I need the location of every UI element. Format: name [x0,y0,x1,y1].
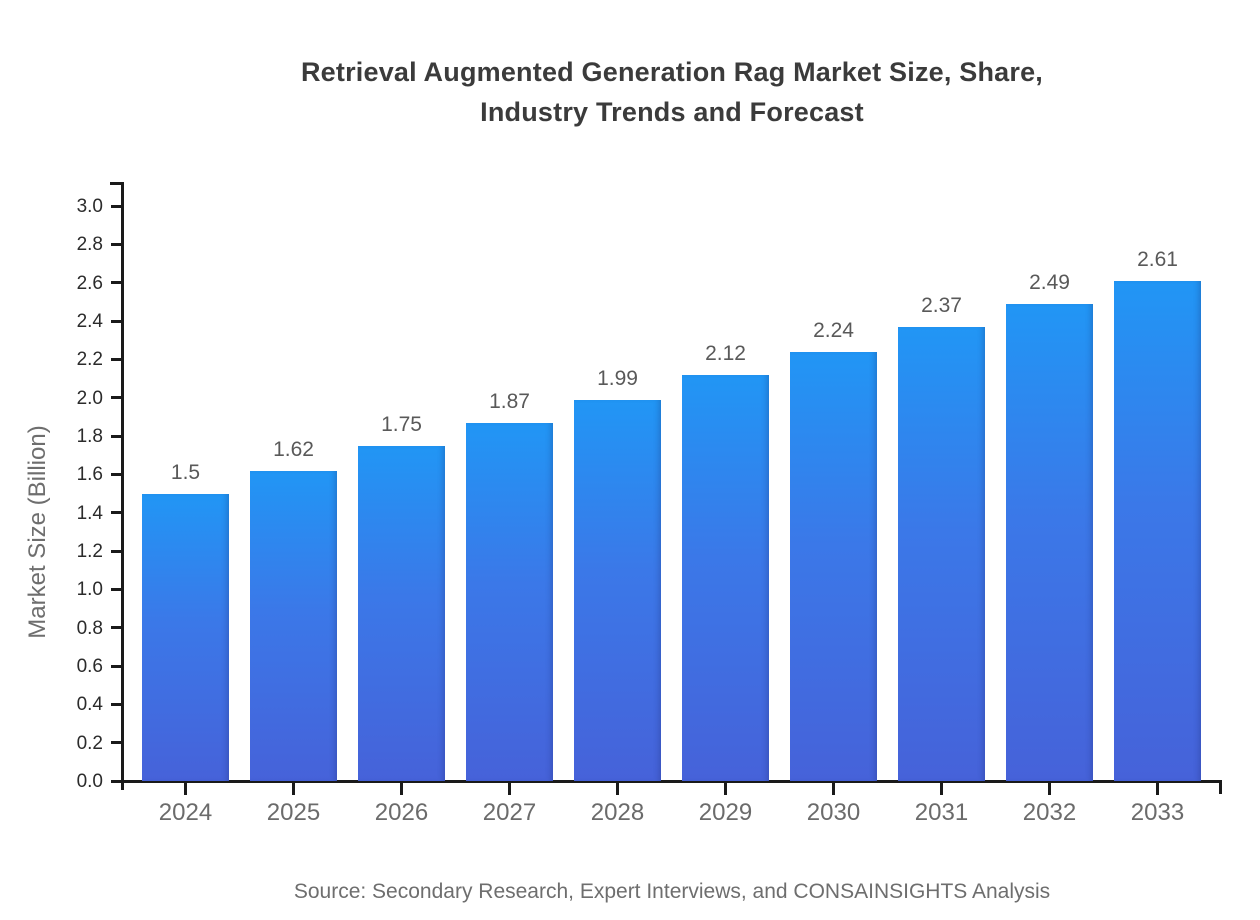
y-tick-mark [111,664,122,668]
x-tick-label-2031: 2031 [914,799,969,826]
x-tick-mark [940,783,943,795]
y-tick-mark [111,357,122,361]
bar-value-label: 1.75 [381,412,422,436]
y-tick-label: 2.8 [76,234,103,256]
x-tick-label-2026: 2026 [374,799,429,826]
y-tick-mark [111,702,122,706]
x-tick-mark [724,783,727,795]
bar-value-label: 2.24 [813,318,854,342]
bar-2025 [250,470,337,781]
y-tick-mark [111,204,122,208]
y-tick-mark [111,511,122,515]
y-tick-mark [111,281,122,285]
bar-value-label: 2.37 [921,293,962,317]
y-tick-mark [111,779,122,783]
x-tick-label-2030: 2030 [806,799,861,826]
x-axis-line [112,780,1222,783]
bar-2026 [358,445,445,781]
x-tick-label-2025: 2025 [266,799,321,826]
bar-value-label: 2.12 [705,341,746,365]
bar-value-label: 2.49 [1029,270,1070,294]
y-tick-mark [111,242,122,246]
y-tick-label: 0.2 [76,732,103,754]
bar-2027 [466,422,553,781]
bar-2032 [1006,303,1093,781]
y-tick-label: 2.2 [76,349,103,371]
x-tick-label-2027: 2027 [482,799,537,826]
x-tick-mark [292,783,295,795]
y-axis-line [121,182,124,790]
y-tick-label: 0.0 [76,771,103,792]
bar-2031 [898,326,985,781]
y-tick-label: 2.0 [76,387,103,409]
x-tick-mark [508,783,511,795]
x-tick-mark [400,783,403,795]
y-tick-mark [111,472,122,476]
y-tick-label: 0.4 [76,694,103,716]
y-tick-mark [111,587,122,591]
x-tick-label-2033: 2033 [1130,799,1185,826]
bar-value-label: 1.62 [273,437,314,461]
y-tick-mark [111,741,122,745]
y-tick-label: 1.6 [76,464,103,486]
y-tick-label: 2.6 [76,272,103,294]
x-tick-mark [184,783,187,795]
y-tick-label: 2.4 [76,311,103,332]
y-tick-label: 1.0 [76,579,103,601]
y-tick-mark [111,396,122,400]
x-tick-mark [616,783,619,795]
x-tick-label-2029: 2029 [698,799,753,826]
bar-value-label: 1.5 [170,460,201,484]
chart-title-line2: Industry Trends and Forecast [480,97,864,127]
x-tick-label-2028: 2028 [590,799,645,826]
y-tick-label: 1.2 [76,541,103,562]
bar-2033 [1114,280,1201,781]
chart-title: Retrieval Augmented Generation Rag Marke… [122,52,1222,132]
y-tick-label: 0.6 [76,656,103,677]
x-axis-end-cap [1219,783,1222,794]
bar-2024 [142,493,229,781]
bar-2029 [682,374,769,781]
bar-2028 [574,399,661,781]
y-tick-label: 1.8 [76,426,103,447]
y-tick-label: 3.0 [76,196,103,217]
y-tick-mark [111,549,122,553]
y-axis-end-cap [110,182,121,185]
y-tick-label: 0.8 [76,617,103,639]
y-tick-label: 1.4 [76,502,103,524]
x-tick-mark [1048,783,1051,795]
bar-value-label: 1.99 [597,366,638,390]
source-note: Source: Secondary Research, Expert Inter… [293,880,1051,903]
chart-title-line1: Retrieval Augmented Generation Rag Marke… [300,57,1043,87]
x-tick-mark [832,783,835,795]
x-tick-label-2024: 2024 [158,799,213,826]
bar-value-label: 2.61 [1137,247,1178,271]
y-tick-mark [111,626,122,630]
x-tick-label-2032: 2032 [1022,799,1077,826]
bar-value-label: 1.87 [489,389,530,413]
y-tick-mark [111,319,122,323]
y-tick-mark [111,434,122,438]
bar-2030 [790,351,877,781]
x-tick-mark [1156,783,1159,795]
